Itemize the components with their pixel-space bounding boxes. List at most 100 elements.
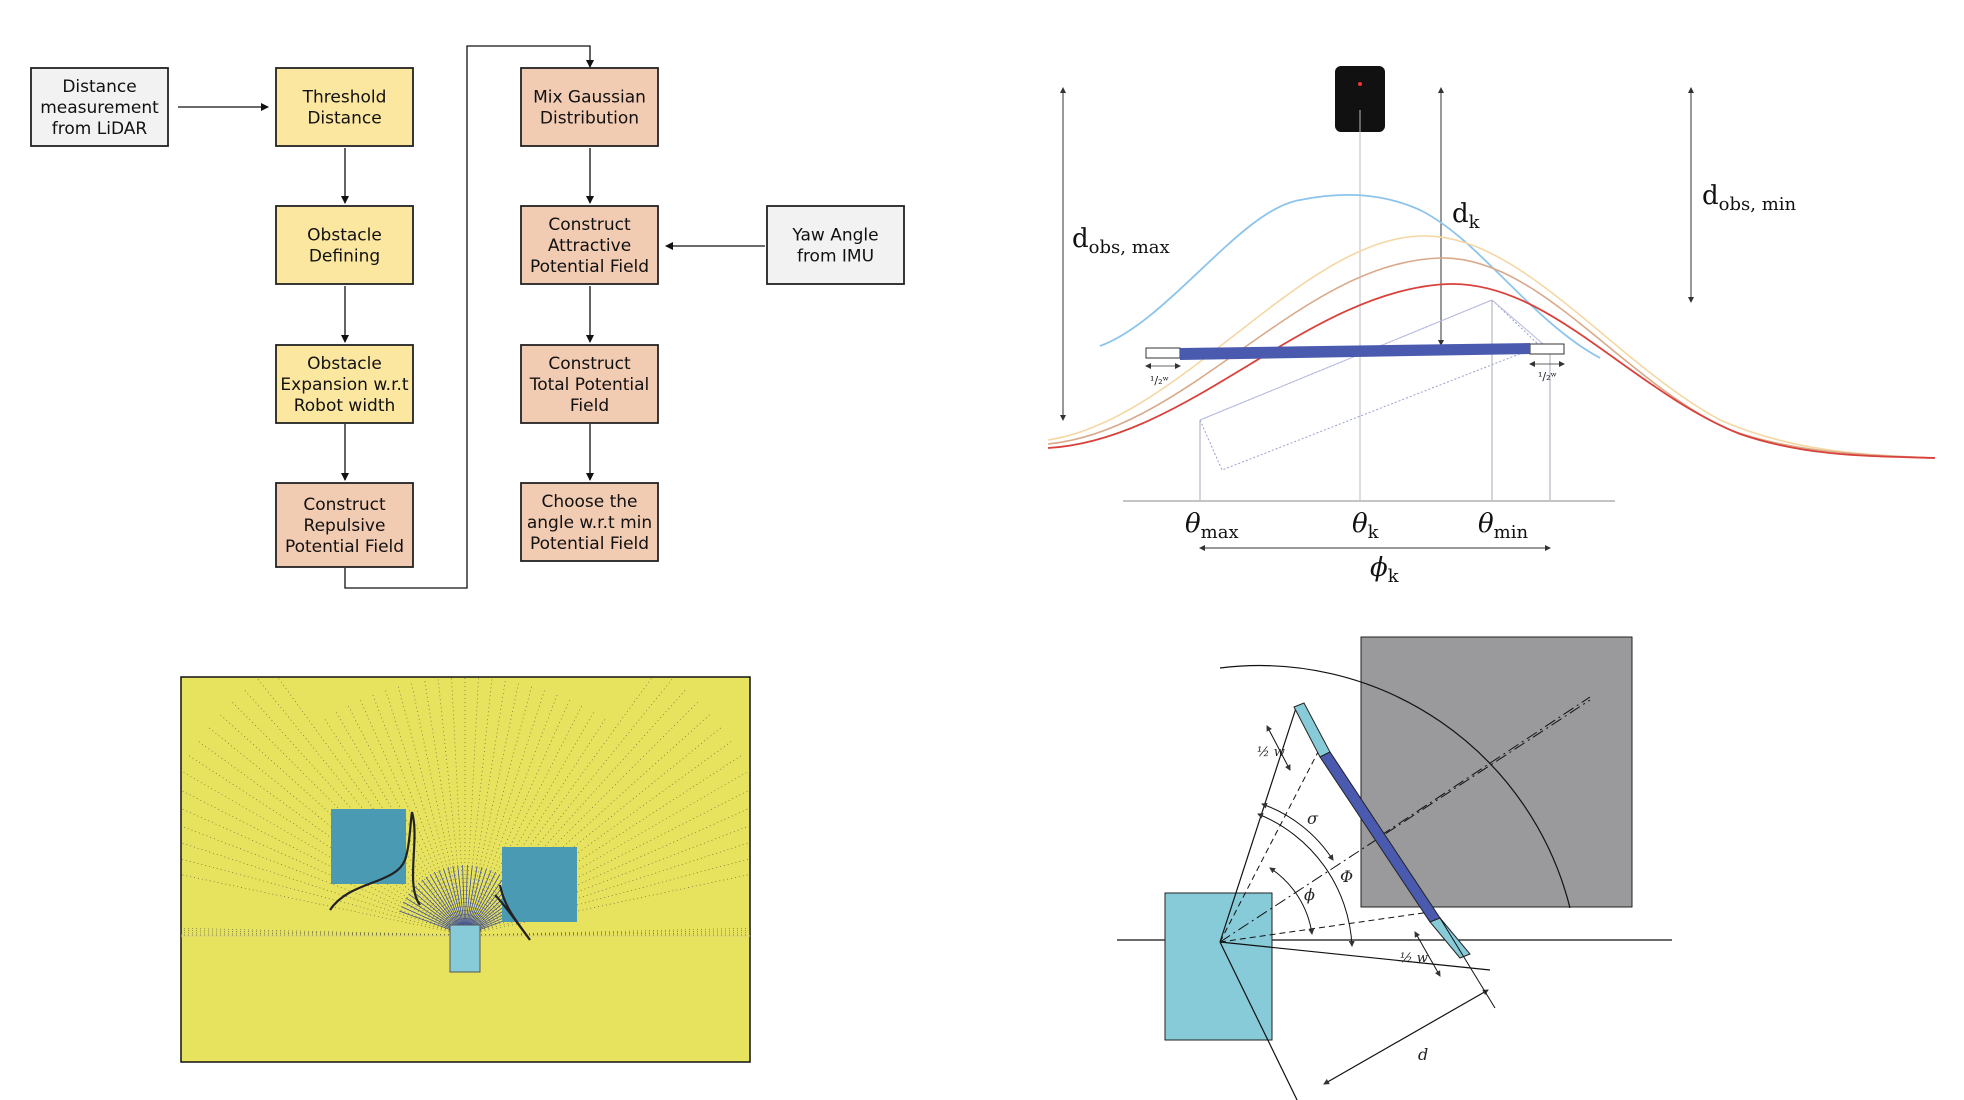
- robot-marker: [449, 924, 481, 973]
- flow-node-label: Construct: [548, 354, 631, 374]
- theta-k-label: θk: [1352, 509, 1380, 543]
- half-w-right-label: ¹/₂ʷ: [1538, 370, 1557, 383]
- field-core-line: [464, 866, 483, 936]
- field-core-line: [438, 869, 466, 936]
- field-line: [464, 689, 687, 936]
- field-line: [464, 930, 750, 936]
- half-w-bottom-label: ½ w: [1400, 951, 1428, 966]
- flow-node-box: [766, 205, 905, 285]
- bar-cap-top: [1293, 702, 1331, 758]
- field-line: [181, 930, 466, 936]
- dk-label: dk: [1452, 199, 1481, 233]
- field-line: [464, 713, 711, 936]
- field-line: [464, 680, 520, 936]
- flow-node-label: Mix Gaussian: [533, 88, 646, 108]
- field-line: [464, 701, 699, 936]
- arrow-repulsive-mixgaussian: [344, 45, 594, 589]
- ray-lower: [1219, 911, 1431, 943]
- angle-arc-Phi: [1257, 813, 1355, 947]
- field-core-line: [462, 865, 466, 936]
- flow-node-label: Potential Field: [530, 257, 649, 277]
- field-core-line: [452, 865, 466, 936]
- flow-node-label: Distribution: [540, 109, 639, 129]
- flow-node-box: [520, 205, 659, 285]
- field-line: [464, 716, 607, 936]
- field-core-line: [464, 865, 478, 936]
- field-line: [384, 687, 466, 936]
- field-core-line: [464, 869, 492, 936]
- phi-k-label: ϕk: [1370, 553, 1400, 587]
- field-line: [423, 678, 466, 936]
- flow-node-label: Repulsive: [304, 516, 386, 536]
- field-core-line: [442, 868, 466, 936]
- theta-max-label: θmax: [1185, 509, 1239, 543]
- flow-node-label: Construct: [303, 495, 386, 515]
- field-line: [277, 677, 466, 936]
- field-line: [464, 683, 533, 936]
- obstacle-left: [331, 809, 406, 884]
- field-line: [358, 697, 466, 936]
- field-line: [464, 842, 750, 936]
- field-core-line: [464, 865, 473, 936]
- angle-arc-phi: [1269, 867, 1315, 935]
- flow-node-box: [30, 67, 169, 147]
- field-line: [464, 697, 572, 936]
- plot-background: [180, 676, 751, 1063]
- tan-gaussian-curve: [1047, 257, 1931, 459]
- half-w-right-cap: [1529, 343, 1565, 355]
- flow-node-label: Choose the: [541, 492, 637, 512]
- ray-upper: [1219, 751, 1319, 943]
- half-w-left-cap: [1145, 347, 1181, 359]
- gaussian-diagram: ¹/₂ʷ ¹/₂ʷ dobs, max dobs, min dk θmax θk…: [1047, 66, 1936, 587]
- field-core-line: [464, 865, 468, 936]
- field-line: [464, 677, 653, 936]
- field-line: [464, 678, 507, 936]
- field-line: [181, 932, 466, 936]
- flow-node-label: Attractive: [548, 236, 631, 256]
- potential-field-plot: [180, 676, 751, 1063]
- flow-node-label: Field: [570, 396, 609, 416]
- flow-node-label: Yaw Angle: [791, 226, 878, 246]
- robot-icon: [1335, 66, 1385, 132]
- field-core-line: [447, 866, 466, 936]
- flow-node-label: Total Potential: [529, 375, 650, 395]
- field-line: [410, 680, 466, 936]
- field-line: [181, 825, 466, 936]
- projected-obstacle-outline: [1199, 299, 1541, 471]
- blue-gaussian-curve: [1099, 193, 1601, 359]
- field-line: [464, 858, 750, 936]
- flow-node-box: [275, 67, 414, 147]
- red-gaussian-curve: [1047, 283, 1936, 459]
- field-line: [464, 687, 546, 936]
- half-w-top-arrow: [1266, 725, 1291, 771]
- flow-node-box: [520, 482, 659, 562]
- flow-node-label: Distance: [62, 77, 136, 97]
- field-line: [464, 677, 493, 936]
- field-line: [437, 677, 466, 936]
- flow-node-label: Obstacle: [307, 226, 382, 246]
- flow-node-label: Distance: [307, 109, 381, 129]
- obstacle-right: [502, 847, 577, 922]
- flow-node-box: [520, 344, 659, 424]
- theta-min-label: θmin: [1478, 509, 1528, 543]
- bar-cap-bottom: [1429, 917, 1471, 959]
- flow-node-label: from IMU: [797, 247, 874, 267]
- trajectory-left: [329, 811, 421, 911]
- field-line: [346, 703, 466, 936]
- robot-body: [1164, 892, 1273, 1041]
- geometry-diagram: ½ w ½ w σ Φ ϕ d: [1117, 636, 1672, 1100]
- field-line: [464, 932, 750, 936]
- half-w-left-label: ¹/₂ʷ: [1150, 374, 1169, 387]
- robot-center-dot: [1358, 82, 1362, 86]
- flow-node-label: Potential Field: [530, 534, 649, 554]
- flow-node-label: measurement: [40, 98, 159, 118]
- flow-node-label: Expansion w.r.t: [280, 375, 409, 395]
- half-w-top-label: ½ w: [1257, 745, 1285, 760]
- dobs-max-label: dobs, max: [1072, 224, 1170, 258]
